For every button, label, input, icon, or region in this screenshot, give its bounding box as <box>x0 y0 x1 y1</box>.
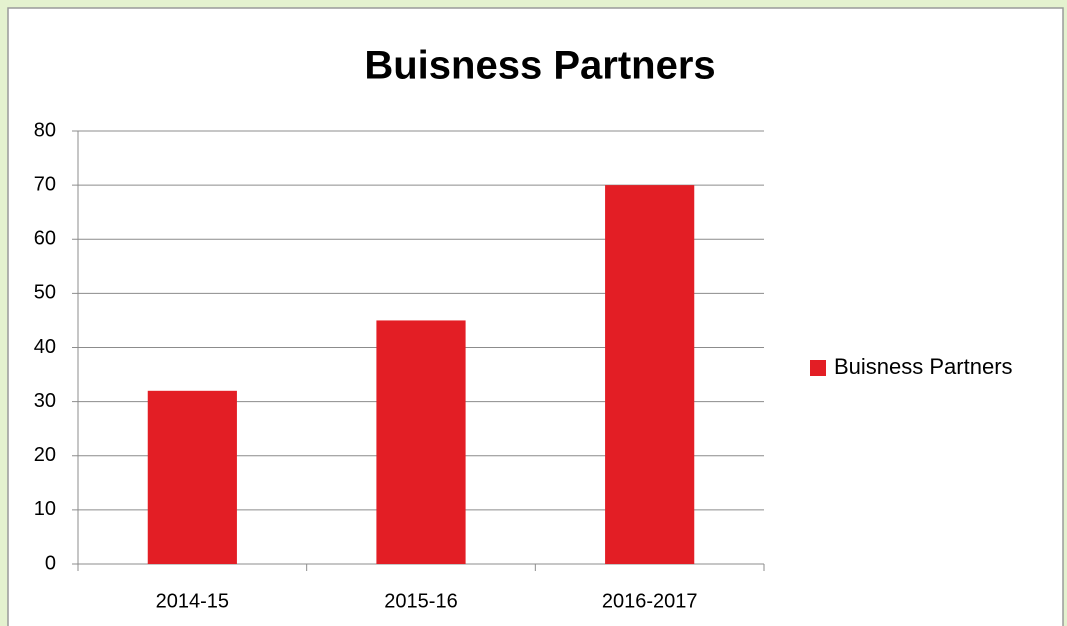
y-tick-label: 20 <box>34 444 56 466</box>
x-tick-label: 2014-15 <box>156 590 229 612</box>
y-tick-label: 40 <box>34 336 56 358</box>
bar <box>605 185 695 564</box>
y-tick-label: 60 <box>34 228 56 250</box>
bar <box>147 390 237 564</box>
chart-title: Buisness Partners <box>364 44 715 88</box>
legend-swatch <box>810 360 826 376</box>
y-tick-label: 10 <box>34 498 56 520</box>
x-tick-label: 2015-16 <box>384 590 457 612</box>
y-tick-label: 30 <box>34 390 56 412</box>
x-tick-label: 2016-2017 <box>602 590 698 612</box>
y-tick-label: 80 <box>34 119 56 141</box>
y-tick-label: 70 <box>34 173 56 195</box>
bar <box>376 320 466 564</box>
legend-label: Buisness Partners <box>834 354 1013 379</box>
y-tick-label: 50 <box>34 282 56 304</box>
y-tick-label: 0 <box>45 552 56 574</box>
